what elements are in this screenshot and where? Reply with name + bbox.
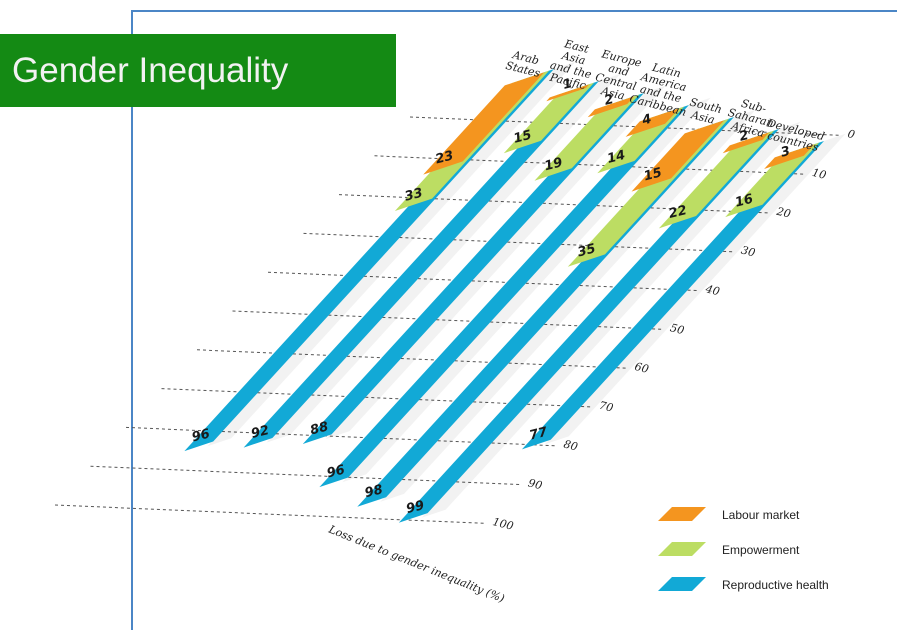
region-label-line: Sub- bbox=[740, 97, 768, 116]
bar-shadow bbox=[544, 133, 846, 445]
data-label: 98 bbox=[363, 482, 384, 501]
data-label: 2 bbox=[603, 92, 615, 109]
region-label-line: East bbox=[562, 37, 591, 56]
region-label-line: and bbox=[607, 61, 630, 79]
data-label: 92 bbox=[250, 423, 271, 442]
bar-empowerment bbox=[503, 82, 595, 154]
data-label: 19 bbox=[543, 155, 564, 174]
legend-swatch bbox=[658, 507, 706, 521]
data-label: 77 bbox=[528, 425, 550, 444]
data-label: 4 bbox=[640, 112, 653, 129]
bar-labour-market bbox=[587, 96, 635, 118]
data-label: 3 bbox=[779, 144, 791, 161]
data-label: 99 bbox=[405, 498, 426, 517]
tick-label: 20 bbox=[774, 205, 792, 221]
bar-reproductive-health bbox=[243, 81, 599, 448]
region-label-line: Asia bbox=[599, 84, 626, 103]
bar-shadow bbox=[421, 121, 801, 518]
bar-labour-market bbox=[423, 72, 545, 175]
bar-labour-market bbox=[546, 84, 590, 102]
legend-swatch bbox=[658, 542, 706, 556]
legend: Labour market Empowerment Reproductive hea… bbox=[658, 507, 829, 592]
tick-label: 40 bbox=[703, 282, 721, 298]
region-label-line: Asia bbox=[689, 108, 716, 127]
slide-title: Gender Inequality bbox=[0, 34, 396, 107]
tick-label: 60 bbox=[633, 360, 650, 376]
bar-reproductive-health bbox=[398, 129, 779, 523]
data-label: 88 bbox=[309, 419, 330, 438]
axis-ticks: 0 10 20 30 40 50 60 70 80 90 100 bbox=[491, 127, 856, 533]
data-label: 15 bbox=[512, 128, 533, 147]
data-label: 15 bbox=[642, 165, 663, 184]
data-label: 2 bbox=[738, 128, 750, 145]
bars bbox=[184, 61, 846, 523]
legend-swatch bbox=[658, 577, 706, 591]
data-label: 14 bbox=[606, 148, 627, 167]
legend-label: Reproductive health bbox=[722, 578, 829, 592]
tick-label: 0 bbox=[846, 127, 856, 141]
bar-reproductive-health bbox=[302, 93, 644, 444]
tick-label: 100 bbox=[491, 515, 515, 533]
axis-title: Loss due to gender inequality (%) bbox=[326, 522, 506, 605]
bar-shadow bbox=[380, 109, 756, 502]
tick-label: 30 bbox=[740, 244, 757, 260]
legend-label: Labour market bbox=[722, 508, 800, 522]
bar-shadow bbox=[207, 61, 576, 447]
tick-label: 50 bbox=[669, 321, 686, 337]
region-label-line: Asia bbox=[560, 49, 587, 68]
bar-labour-market bbox=[764, 144, 815, 169]
bar-labour-market bbox=[625, 108, 680, 137]
bar-reproductive-health bbox=[521, 141, 824, 450]
data-label: 1 bbox=[561, 76, 573, 93]
tick-label: 10 bbox=[811, 166, 828, 182]
data-label: 96 bbox=[190, 426, 211, 445]
slide-frame bbox=[131, 10, 897, 630]
bar-empowerment bbox=[658, 130, 775, 229]
data-label: 16 bbox=[734, 192, 755, 211]
tick-label: 80 bbox=[562, 438, 579, 454]
data-label: 23 bbox=[434, 148, 455, 167]
bar-shadow bbox=[325, 85, 666, 440]
bar-shadow bbox=[342, 97, 711, 483]
bar-labour-market bbox=[722, 132, 770, 154]
legend-label: Empowerment bbox=[722, 543, 800, 557]
data-label: 35 bbox=[576, 241, 597, 260]
tick-label: 70 bbox=[598, 399, 615, 415]
data-label: 33 bbox=[403, 186, 424, 205]
bar-shadow bbox=[266, 73, 621, 443]
bar-empowerment bbox=[725, 142, 820, 218]
data-label: 96 bbox=[325, 462, 346, 481]
tick-label: 90 bbox=[527, 476, 544, 492]
bar-empowerment bbox=[534, 94, 640, 181]
bar-reproductive-health bbox=[319, 105, 689, 488]
data-label: 22 bbox=[667, 203, 688, 222]
bar-labour-market bbox=[631, 120, 725, 192]
